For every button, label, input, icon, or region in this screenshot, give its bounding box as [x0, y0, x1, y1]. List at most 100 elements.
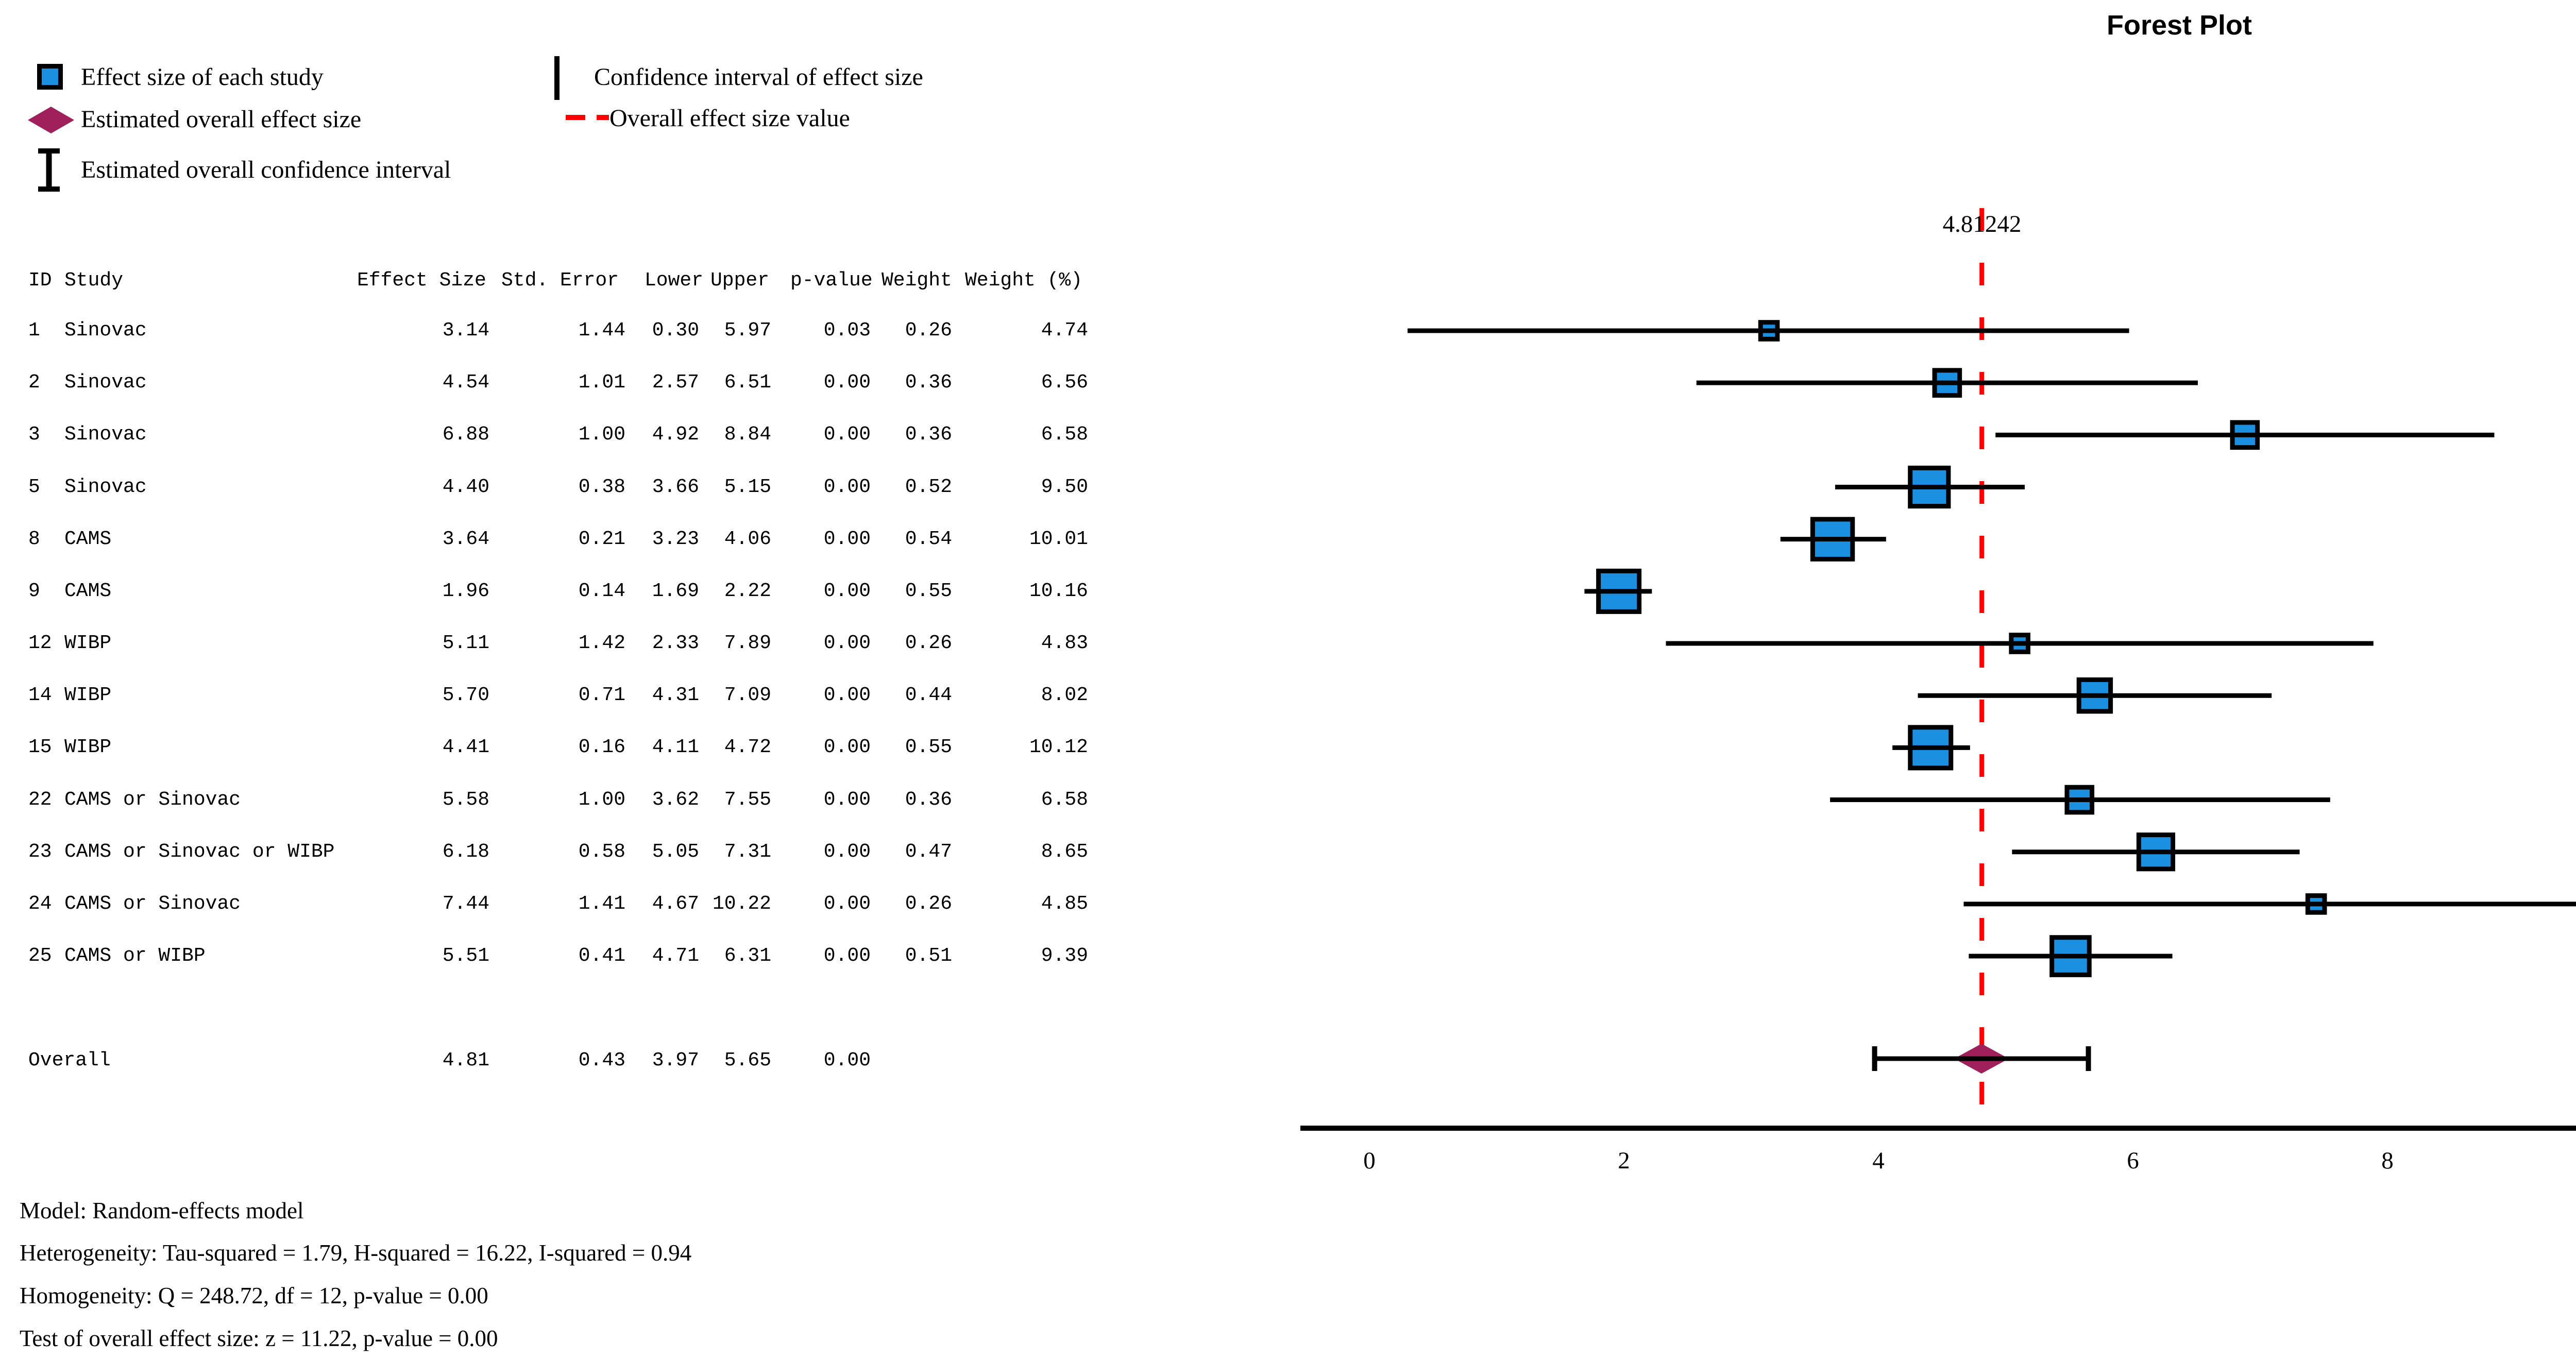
cell-upper: 7.89 — [724, 632, 771, 655]
cell-p: 0.00 — [823, 1049, 871, 1072]
cell-effect: 3.14 — [442, 319, 489, 342]
table-header-effect: Effect Size — [357, 269, 486, 292]
legend-label-ci-bar: Confidence interval of effect size — [594, 63, 923, 91]
table-header-id: ID — [28, 269, 52, 292]
chart-title: Forest Plot — [2106, 10, 2252, 41]
cell-weight_pct: 8.02 — [1041, 684, 1088, 707]
table-row-study-5: 5 Sinovac 4.40 0.38 3.66 5.15 0.00 0.52 9.50 — [0, 476, 1185, 499]
cell-se: 0.41 — [578, 945, 625, 967]
table-row-study-1: 1 Sinovac 3.14 1.44 0.30 5.97 0.03 0.26 4.74 — [0, 319, 1185, 342]
cell-lower: 3.97 — [652, 1049, 699, 1072]
cell-weight_pct: 10.01 — [1029, 528, 1088, 550]
cell-id: 5 — [28, 475, 40, 498]
cell-upper: 6.51 — [724, 371, 771, 394]
cell-lower: 4.71 — [652, 945, 699, 967]
cell-upper: 7.55 — [724, 788, 771, 811]
cell-weight_pct: 4.83 — [1041, 632, 1088, 655]
legend-label-overall-line: Overall effect size value — [609, 105, 850, 132]
table-row-study-12: 12 WIBP 5.11 1.42 2.33 7.89 0.00 0.26 4.83 — [0, 632, 1185, 655]
cell-study: CAMS or Sinovac — [64, 788, 241, 811]
cell-id: 24 — [28, 892, 52, 915]
table-row-study-3: 3 Sinovac 6.88 1.00 4.92 8.84 0.00 0.36 6.58 — [0, 423, 1185, 446]
table-row-study-23: 23 CAMS or Sinovac or WIBP 6.18 0.58 5.05 7.3… — [0, 841, 1185, 863]
cell-effect: 4.54 — [442, 371, 489, 394]
cell-study: CAMS or Sinovac — [64, 892, 241, 915]
cell-p: 0.03 — [823, 319, 871, 342]
overall-dashed-line-icon — [566, 115, 609, 120]
cell-weight: 0.44 — [905, 684, 952, 707]
cell-lower: 2.57 — [652, 371, 699, 394]
cell-weight: 0.55 — [905, 736, 952, 759]
cell-study: CAMS or Sinovac or WIBP — [64, 840, 335, 863]
cell-weight_pct: 10.12 — [1029, 736, 1088, 759]
cell-id: 9 — [28, 580, 40, 602]
cell-weight: 0.36 — [905, 423, 952, 446]
cell-study: CAMS or WIBP — [64, 945, 206, 967]
cell-p: 0.00 — [823, 423, 871, 446]
cell-lower: 2.33 — [652, 632, 699, 655]
cell-upper: 6.31 — [724, 945, 771, 967]
cell-se: 1.00 — [578, 423, 625, 446]
cell-study: Sinovac — [64, 423, 147, 446]
x-axis-tick-4: 4 — [1872, 1147, 1885, 1174]
cell-lower: 0.30 — [652, 319, 699, 342]
cell-weight: 0.55 — [905, 580, 952, 602]
cell-se: 1.41 — [578, 892, 625, 915]
cell-se: 0.43 — [578, 1049, 625, 1072]
cell-p: 0.00 — [823, 736, 871, 759]
cell-lower: 1.69 — [652, 580, 699, 602]
cell-weight_pct: 10.16 — [1029, 580, 1088, 602]
cell-upper: 8.84 — [724, 423, 771, 446]
cell-id: 15 — [28, 736, 52, 759]
x-axis-tick-8: 8 — [2381, 1147, 2394, 1174]
cell-effect: 5.11 — [442, 632, 489, 655]
cell-study: WIBP — [64, 632, 112, 655]
cell-weight: 0.47 — [905, 840, 952, 863]
cell-p: 0.00 — [823, 580, 871, 602]
cell-se: 0.14 — [578, 580, 625, 602]
cell-p: 0.00 — [823, 788, 871, 811]
table-row-study-2: 2 Sinovac 4.54 1.01 2.57 6.51 0.00 0.36 6.56 — [0, 371, 1185, 394]
cell-se: 0.71 — [578, 684, 625, 707]
cell-id: 3 — [28, 423, 40, 446]
cell-se: 0.21 — [578, 528, 625, 550]
cell-id: 14 — [28, 684, 52, 707]
table-row-study-22: 22 CAMS or Sinovac 5.58 1.00 3.62 7.55 0.00 0.3… — [0, 789, 1185, 811]
cell-upper: 7.09 — [724, 684, 771, 707]
cell-weight_pct: 6.56 — [1041, 371, 1088, 394]
cell-lower: 4.92 — [652, 423, 699, 446]
cell-weight_pct: 6.58 — [1041, 423, 1088, 446]
study-square-icon — [37, 64, 63, 90]
cell-id: 2 — [28, 371, 40, 394]
cell-se: 1.00 — [578, 788, 625, 811]
cell-effect: 1.96 — [442, 580, 489, 602]
table-header-weight: Weight — [882, 269, 952, 292]
cell-weight_pct: 8.65 — [1041, 840, 1088, 863]
table-row-study-8: 8 CAMS 3.64 0.21 3.23 4.06 0.00 0.54 10.01 — [0, 528, 1185, 551]
stat-heterogeneity: Heterogeneity: Tau-squared = 1.79, H-squ… — [20, 1240, 692, 1266]
cell-effect: 5.58 — [442, 788, 489, 811]
legend-label-overall-ci: Estimated overall confidence interval — [81, 156, 451, 183]
cell-se: 1.44 — [578, 319, 625, 342]
cell-effect: 7.44 — [442, 892, 489, 915]
cell-weight_pct: 6.58 — [1041, 788, 1088, 811]
cell-p: 0.00 — [823, 684, 871, 707]
cell-upper: 5.65 — [724, 1049, 771, 1072]
table-header-row: ID Study Effect Size Std. Error Lower Upper p-… — [0, 269, 1185, 292]
cell-upper: 5.97 — [724, 319, 771, 342]
cell-lower: 4.11 — [652, 736, 699, 759]
table-row-study-25: 25 CAMS or WIBP 5.51 0.41 4.71 6.31 0.00 0.51 9.… — [0, 945, 1185, 967]
cell-lower: 3.23 — [652, 528, 699, 550]
table-header-weight_pct: Weight (%) — [965, 269, 1083, 292]
cell-lower: 5.05 — [652, 840, 699, 863]
table-header-study: Study — [64, 269, 124, 292]
x-axis-tick-6: 6 — [2127, 1147, 2139, 1174]
cell-lower: 4.67 — [652, 892, 699, 915]
table-row-study-15: 15 WIBP 4.41 0.16 4.11 4.72 0.00 0.55 10.12 — [0, 736, 1185, 759]
cell-weight: 0.26 — [905, 892, 952, 915]
cell-lower: 3.62 — [652, 788, 699, 811]
table-header-upper: Upper — [710, 269, 770, 292]
table-row-study-24: 24 CAMS or Sinovac 7.44 1.41 4.67 10.22 0.00 0.… — [0, 893, 1185, 915]
cell-weight_pct: 4.74 — [1041, 319, 1088, 342]
